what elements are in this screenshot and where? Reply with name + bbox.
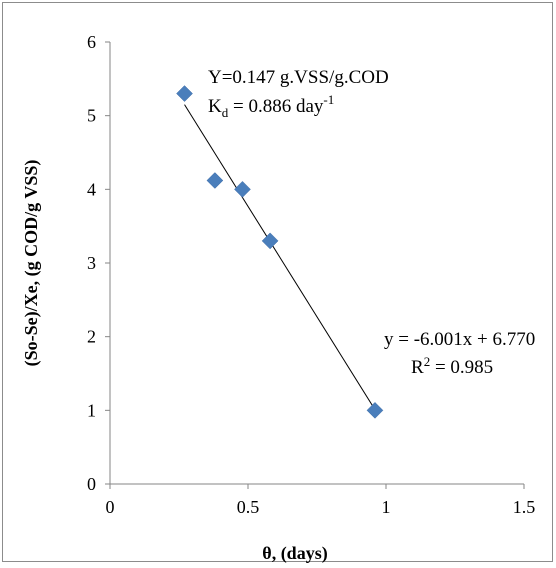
axis-tick-labels: 0 1 2 3 4 5 6 0 0.5 1 1.5	[87, 32, 535, 517]
data-point	[206, 172, 224, 189]
axis-ticks	[105, 41, 525, 489]
x-tick-label: 1	[382, 497, 391, 517]
r2-annotation: R2 = 0.985	[411, 354, 493, 378]
data-point	[176, 85, 193, 102]
data-point	[366, 401, 384, 419]
data-point	[261, 232, 279, 250]
r2-value: = 0.985	[430, 357, 493, 378]
y-tick-label: 2	[87, 327, 96, 347]
y-tick-label: 0	[87, 474, 96, 494]
r2-superscript: 2	[424, 354, 431, 369]
y-tick-label: 6	[87, 32, 96, 52]
scatter-chart: 0 1 2 3 4 5 6 0 0.5 1 1.5 θ, (days) (So-Se)/Xe, (g…	[21, 32, 535, 564]
y-tick-label: 4	[87, 179, 96, 199]
yield-annotation: Y=0.147 g.VSS/g.COD	[208, 67, 389, 88]
data-point	[234, 180, 251, 198]
y-tick-label: 5	[87, 106, 96, 126]
y-tick-label: 3	[87, 253, 96, 273]
kd-superscript: -1	[323, 92, 334, 107]
x-tick-label: 1.5	[513, 497, 536, 517]
data-points	[176, 85, 384, 419]
x-axis-title: θ, (days)	[262, 543, 327, 563]
trendline	[184, 104, 376, 410]
equation-annotation: y = -6.001x + 6.770	[384, 329, 535, 350]
y-tick-label: 1	[87, 400, 96, 420]
y-axis-title: (So-Se)/Xe, (g COD/g VSS)	[21, 160, 42, 367]
r2-prefix: R	[411, 357, 424, 378]
kd-annotation: Kd = 0.886 day-1	[208, 92, 334, 120]
kd-prefix: K	[208, 96, 222, 117]
x-tick-label: 0	[106, 497, 115, 517]
kd-subscript: d	[222, 105, 229, 120]
x-tick-label: 0.5	[237, 497, 260, 517]
kd-value: = 0.886 day	[228, 96, 324, 117]
